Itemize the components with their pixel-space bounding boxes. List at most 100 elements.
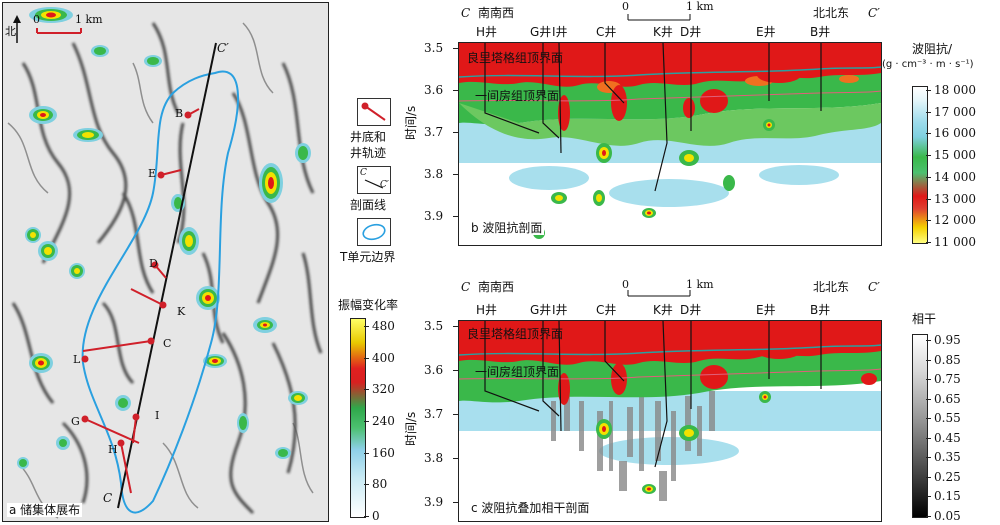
coherence-left-end: C (461, 280, 471, 294)
well-legend-line1: 井底和 (350, 130, 387, 144)
amp-legend-tick-label: 160 (372, 445, 395, 460)
amp-legend-tick-mark (364, 389, 369, 391)
impedance-y-tick-label: 3.7 (424, 125, 444, 139)
impedance-legend-tick-label: 12 000 (934, 213, 976, 228)
impedance-legend-tick-label: 14 000 (934, 169, 976, 184)
impedance-y-tick-label: 3.9 (424, 209, 444, 223)
coherence-legend-tick-label: 0.55 (934, 411, 961, 426)
impedance-legend-tick-mark (926, 155, 931, 157)
impedance-legend-tick-mark (926, 198, 931, 200)
coherence-legend-tick-mark (926, 379, 931, 381)
amp-legend-tick-label: 400 (372, 350, 395, 365)
amp-legend-tick-mark (364, 357, 369, 359)
well-legend-line2: 井轨迹 (350, 146, 387, 160)
map-scale-zero: 0 (33, 13, 40, 26)
impedance-legend-tick-mark (926, 90, 931, 91)
coherence-right-dir: 北北东 (813, 280, 850, 294)
coherence-legend-tick-mark (926, 418, 931, 420)
impedance-y-tick-mark (453, 174, 458, 175)
profile-legend-label: 剖面线 (350, 198, 387, 212)
map-well-g: G (71, 415, 80, 428)
north-label: 北 (5, 25, 16, 38)
impedance-well-label: B井 (810, 25, 831, 39)
impedance-legend-tick-mark (926, 133, 931, 135)
reservoir-map (3, 3, 328, 521)
coherence-y-tick-label: 3.5 (424, 319, 444, 333)
impedance-y-tick-mark (453, 132, 458, 133)
impedance-y-tick-label: 3.5 (424, 41, 444, 55)
coherence-legend-tick-mark (926, 476, 931, 478)
t-unit-boundary (81, 70, 239, 514)
coherence-well-label: B井 (810, 303, 831, 317)
impedance-legend-tick-mark (926, 111, 931, 113)
impedance-left-end: C (461, 6, 471, 20)
coherence-y-tick-label: 3.6 (424, 363, 444, 377)
coherence-legend-tick-label: 0.75 (934, 372, 961, 387)
impedance-horizon-top-label: 良里塔格组顶界面 (467, 51, 564, 65)
impedance-legend-tick-mark (926, 176, 931, 178)
impedance-y-label: 时间/s (404, 105, 418, 140)
coherence-legend-tick-mark (926, 359, 931, 361)
coherence-well-label: K井 (653, 303, 673, 317)
coherence-well-label: E井 (756, 303, 776, 317)
map-well-d: D (149, 257, 158, 270)
profile-legend-c: C (360, 168, 367, 178)
map-well-k: K (177, 305, 186, 318)
impedance-caption: b 波阻抗剖面 (469, 221, 545, 235)
impedance-y-tick-mark (453, 48, 458, 49)
map-section-start-label: C (103, 491, 113, 505)
impedance-well-label: G井 (530, 25, 552, 39)
amp-legend-tick-label: 480 (372, 319, 395, 333)
impedance-color-bar (912, 86, 928, 244)
coherence-y-tick-label: 3.7 (424, 407, 444, 421)
coherence-legend-tick-label: 0.95 (934, 333, 961, 347)
amp-legend-tick-mark (364, 421, 369, 422)
map-well-e: E (148, 167, 157, 180)
amp-legend-tick-mark (364, 484, 369, 486)
boundary-legend-label: T单元边界 (340, 250, 396, 264)
impedance-legend-tick-label: 13 000 (934, 191, 976, 206)
impedance-right-dir: 北北东 (813, 6, 850, 20)
coherence-scale-one: 1 km (686, 278, 714, 291)
coherence-legend-tick-label: 0.05 (934, 509, 961, 523)
coherence-y-tick-mark (453, 326, 458, 327)
coherence-right-end: C′ (868, 280, 880, 294)
impedance-y-tick-label: 3.6 (424, 83, 444, 97)
coherence-y-label: 时间/s (404, 411, 418, 446)
impedance-legend-title: 波阻抗/ (912, 42, 953, 56)
coherence-y-tick-mark (453, 414, 458, 415)
coherence-scale-bar (627, 290, 691, 297)
impedance-well-label: C井 (596, 25, 617, 39)
coherence-left-dir: 南南西 (478, 280, 515, 294)
impedance-legend-tick-mark (926, 242, 931, 243)
amp-legend-tick-label: 240 (372, 414, 395, 428)
impedance-legend-tick-label: 16 000 (934, 126, 976, 141)
coherence-y-tick-label: 3.8 (424, 451, 444, 465)
well-trajectory-legend-icon (357, 98, 391, 126)
profile-legend-c2: C′ (380, 180, 389, 190)
amp-legend-tick-label: 80 (372, 477, 388, 492)
coherence-legend-tick-mark (926, 398, 931, 400)
coherence-horizon-bottom-label: 一间房组顶界面 (475, 365, 560, 379)
coherence-legend-title: 相干 (912, 312, 937, 326)
impedance-section-panel: 良里塔格组顶界面 一间房组顶界面 b 波阻抗剖面 (458, 42, 882, 246)
coherence-legend-tick-mark (926, 340, 931, 341)
amp-color-bar (350, 318, 366, 518)
map-well-b: B (175, 107, 184, 120)
impedance-left-dir: 南南西 (478, 6, 515, 20)
profile-line-legend-icon (357, 166, 391, 194)
coherence-legend-tick-mark (926, 457, 931, 459)
impedance-legend-unit: (g · cm⁻³ · m · s⁻¹) (882, 59, 974, 70)
impedance-legend-tick-label: 18 000 (934, 83, 976, 97)
impedance-well-label: D井 (680, 25, 702, 39)
impedance-scale-zero: 0 (622, 0, 629, 13)
impedance-legend-tick-label: 15 000 (934, 148, 976, 163)
impedance-scale-bar (627, 14, 691, 21)
coherence-well-label: G井 (530, 303, 552, 317)
map-well-h: H (108, 443, 118, 456)
coherence-section (459, 321, 881, 521)
impedance-horizon-bottom-label: 一间房组顶界面 (475, 89, 560, 103)
coherence-y-tick-mark (453, 458, 458, 459)
coherence-well-label: C井 (596, 303, 617, 317)
reservoir-map-panel: 北 0 1 km C′ C B E D K C L I G H a 储集体展布 (2, 2, 329, 522)
